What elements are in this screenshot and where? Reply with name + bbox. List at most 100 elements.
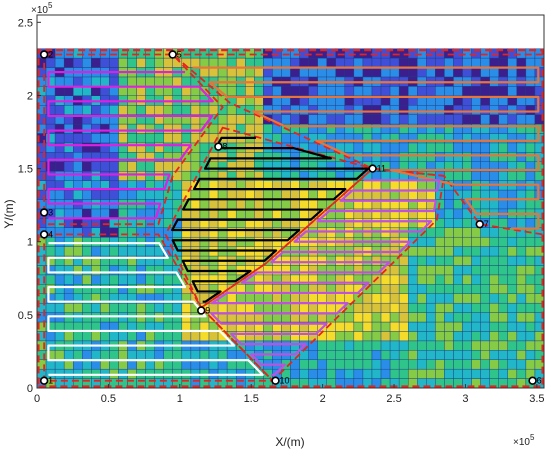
heatmap-cell — [417, 114, 427, 125]
heatmap-cell — [525, 293, 536, 304]
heatmap-cell — [426, 67, 436, 78]
heatmap-cell — [100, 105, 110, 115]
heatmap-cell — [516, 189, 527, 200]
heatmap-cell — [498, 255, 508, 266]
heatmap-cell — [516, 246, 527, 257]
heatmap-cell — [389, 142, 400, 153]
heatmap-cell — [489, 170, 499, 181]
heatmap-cell — [426, 331, 436, 342]
heatmap-cell — [507, 218, 518, 228]
heatmap-cell — [407, 114, 418, 125]
heatmap-cell — [299, 359, 309, 370]
heatmap-cell — [235, 57, 246, 68]
heatmap-cell — [235, 152, 246, 162]
heatmap-cell — [353, 293, 364, 304]
heatmap-cell — [407, 331, 418, 342]
heatmap-cell — [507, 302, 518, 313]
heatmap-cell — [136, 218, 146, 228]
heatmap-cell — [471, 321, 481, 332]
heatmap-cell — [480, 236, 490, 247]
heatmap-cell — [380, 218, 391, 228]
heatmap-cell — [109, 236, 119, 247]
heatmap-cell — [245, 161, 255, 172]
heatmap-cell — [417, 86, 427, 96]
heatmap-cell — [453, 368, 463, 379]
heatmap-cell — [371, 57, 382, 68]
heatmap-cell — [299, 302, 309, 313]
heatmap-cell — [380, 114, 391, 125]
waypoint-label: 7 — [484, 219, 489, 229]
heatmap-cell — [353, 218, 364, 228]
heatmap-cell — [181, 236, 192, 247]
heatmap-cell — [407, 67, 418, 78]
heatmap-cell — [444, 67, 454, 78]
heatmap-cell — [453, 86, 463, 96]
heatmap-cell — [199, 133, 210, 144]
heatmap-cell — [263, 340, 273, 351]
heatmap-cell — [63, 123, 74, 134]
heatmap-cell — [389, 312, 400, 323]
heatmap-cell — [489, 331, 499, 342]
heatmap-cell — [172, 170, 183, 181]
heatmap-cell — [444, 152, 454, 162]
heatmap-cell — [489, 359, 499, 370]
heatmap-cell — [281, 152, 291, 162]
heatmap-cell — [525, 57, 536, 68]
heatmap-cell — [335, 218, 346, 228]
heatmap-cell — [172, 350, 183, 360]
heatmap-cell — [154, 284, 164, 294]
heatmap-cell — [181, 302, 192, 313]
heatmap-cell — [73, 133, 83, 144]
heatmap-cell — [82, 227, 92, 238]
heatmap-cell — [145, 284, 155, 294]
heatmap-cell — [362, 86, 373, 96]
heatmap-cell — [226, 302, 237, 313]
heatmap-cell — [154, 189, 164, 200]
heatmap-cell — [444, 368, 454, 379]
heatmap-cell — [480, 359, 490, 370]
heatmap-cell — [453, 284, 463, 294]
heatmap-cell — [435, 359, 445, 370]
y-axis-multiplier: ×105 — [31, 1, 53, 16]
heatmap-cell — [118, 236, 128, 247]
heatmap-cell — [317, 340, 327, 351]
heatmap-cell — [353, 302, 364, 313]
heatmap-cell — [317, 302, 327, 313]
heatmap-cell — [389, 331, 400, 342]
heatmap-cell — [353, 340, 364, 351]
heatmap-cell — [407, 350, 418, 360]
heatmap-cell — [407, 180, 418, 191]
heatmap-cell — [371, 105, 382, 115]
heatmap-cell — [353, 114, 364, 125]
heatmap-cell — [471, 265, 481, 276]
heatmap-cell — [462, 293, 472, 304]
heatmap-cell — [317, 255, 327, 266]
x-tick-label: 3.5 — [529, 393, 544, 405]
heatmap-cell — [226, 152, 237, 162]
heatmap-cell — [444, 189, 454, 200]
heatmap-cell — [290, 293, 300, 304]
heatmap-cell — [471, 274, 481, 285]
heatmap-cell — [444, 142, 454, 153]
heatmap-cell — [272, 152, 282, 162]
heatmap-cell — [127, 57, 137, 68]
heatmap-cell — [73, 57, 83, 68]
heatmap-cell — [154, 170, 164, 181]
heatmap-cell — [73, 208, 83, 219]
heatmap-cell — [91, 208, 101, 219]
heatmap-cell — [54, 170, 65, 181]
heatmap-cell — [426, 312, 436, 323]
heatmap-cell — [199, 142, 210, 153]
heatmap-cell — [471, 293, 481, 304]
region-3-boundary — [43, 233, 275, 382]
heatmap-cell — [290, 340, 300, 351]
heatmap-cell — [362, 142, 373, 153]
heatmap-cell — [199, 331, 210, 342]
heatmap-cell — [82, 105, 92, 115]
heatmap-cell — [435, 142, 445, 153]
heatmap-cell — [326, 340, 336, 351]
heatmap-cell — [489, 265, 499, 276]
heatmap-cell — [417, 67, 427, 78]
waypoint-marker — [214, 142, 223, 151]
heatmap-cell — [498, 236, 508, 247]
